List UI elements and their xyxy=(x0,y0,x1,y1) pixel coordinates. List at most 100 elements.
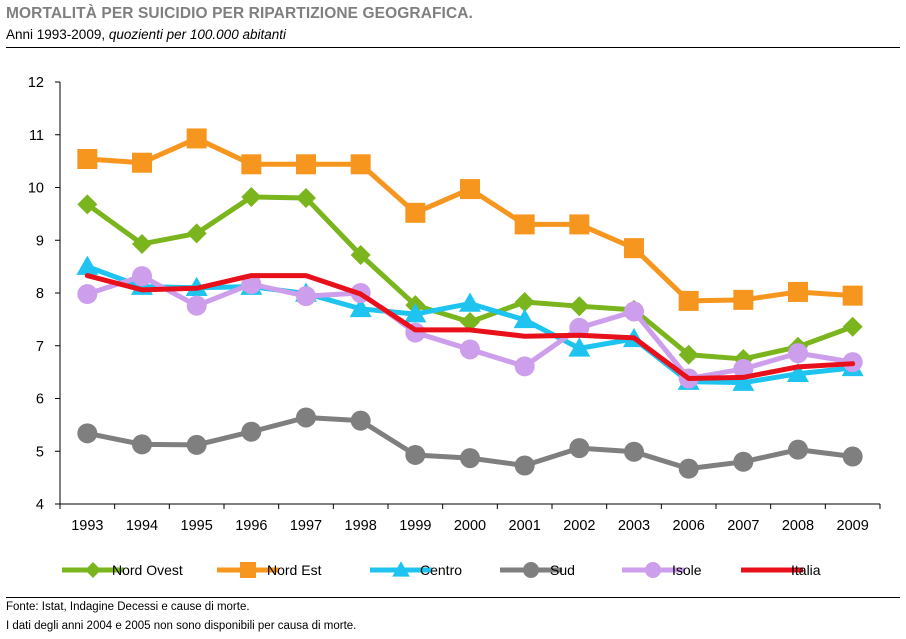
data-point xyxy=(132,152,152,173)
legend-swatch-marker xyxy=(523,562,539,578)
data-point xyxy=(404,303,427,323)
data-point xyxy=(460,312,480,333)
x-tick-label: 2003 xyxy=(618,518,650,534)
x-tick-label: 2001 xyxy=(509,518,541,534)
data-point xyxy=(77,149,98,170)
series-nord-ovest xyxy=(77,186,863,369)
data-point xyxy=(296,188,316,209)
data-point xyxy=(624,238,644,259)
data-point xyxy=(678,458,699,479)
y-tick-label: 10 xyxy=(28,181,44,197)
data-point xyxy=(787,362,809,382)
data-point xyxy=(186,434,207,455)
data-point xyxy=(514,455,535,476)
x-tick-label: 2007 xyxy=(727,518,759,534)
legend-item: Nord Ovest xyxy=(62,562,183,578)
data-point xyxy=(514,291,535,312)
x-tick-label: 2008 xyxy=(782,518,814,534)
data-point xyxy=(296,407,316,428)
legend-swatch-marker xyxy=(240,562,256,578)
legend-swatch-marker xyxy=(645,562,661,578)
data-point xyxy=(788,281,808,302)
data-point xyxy=(350,245,371,266)
data-point xyxy=(296,286,316,307)
legend-label: Nord Est xyxy=(267,562,322,578)
data-point xyxy=(350,410,371,431)
source-note: Fonte: Istat, Indagine Decessi e cause d… xyxy=(6,601,250,613)
footer-rule xyxy=(6,597,900,598)
x-tick-label: 1999 xyxy=(399,518,431,534)
data-point xyxy=(568,337,591,357)
data-point xyxy=(733,289,754,310)
chart-title: MORTALITÀ PER SUICIDIO PER RIPARTIZIONE … xyxy=(6,5,473,22)
data-point xyxy=(732,371,755,391)
data-point xyxy=(788,439,808,460)
x-tick-label: 2000 xyxy=(454,518,486,534)
data-point xyxy=(349,297,372,318)
data-point xyxy=(132,266,152,287)
y-tick-label: 9 xyxy=(36,233,44,249)
series-nord-est xyxy=(77,128,863,311)
data-point xyxy=(241,154,262,175)
x-tick-label: 2009 xyxy=(837,518,869,534)
chart-series xyxy=(76,128,864,479)
y-tick-label: 4 xyxy=(36,497,44,513)
legend-item: Sud xyxy=(500,562,575,578)
data-point xyxy=(186,295,207,316)
data-point xyxy=(513,308,536,329)
data-point xyxy=(569,214,590,235)
data-point xyxy=(460,448,480,469)
y-tick-label: 7 xyxy=(36,339,44,355)
series-line xyxy=(84,135,856,304)
y-tick-label: 5 xyxy=(36,444,44,460)
data-point xyxy=(569,438,590,459)
x-tick-label: 1996 xyxy=(235,518,267,534)
y-tick-label: 12 xyxy=(28,75,44,91)
data-point xyxy=(624,441,644,462)
series-line xyxy=(84,273,856,381)
data-point xyxy=(460,179,480,200)
data-point xyxy=(77,284,98,305)
data-point xyxy=(241,421,262,442)
data-point xyxy=(296,154,316,175)
data-point xyxy=(842,285,863,306)
subtitle-italic: quozienti per 100.000 abitanti xyxy=(108,27,286,42)
subtitle-plain: Anni 1993-2009, xyxy=(6,27,109,42)
y-tick-label: 8 xyxy=(36,286,44,302)
data-point xyxy=(678,290,699,311)
x-tick-label: 1995 xyxy=(181,518,213,534)
legend-item: Nord Est xyxy=(217,562,322,578)
legend-swatch-marker xyxy=(85,562,101,578)
data-point xyxy=(678,344,699,365)
x-tick-label: 2006 xyxy=(673,518,705,534)
data-point xyxy=(186,128,207,149)
x-tick-label: 1994 xyxy=(126,518,158,534)
series-line xyxy=(84,194,856,362)
data-point xyxy=(77,194,98,215)
data-point xyxy=(186,223,207,244)
series-sud xyxy=(77,407,863,479)
data-point xyxy=(788,343,808,364)
x-tick-label: 1993 xyxy=(71,518,103,534)
legend-item: Italia xyxy=(741,562,821,578)
data-point xyxy=(241,186,262,207)
legend-item: Centro xyxy=(370,561,462,578)
data-point xyxy=(405,444,426,465)
legend-label: Italia xyxy=(791,562,821,578)
series-italia xyxy=(84,273,856,381)
data-point xyxy=(569,296,590,317)
legend-label: Centro xyxy=(420,562,462,578)
x-tick-label: 1997 xyxy=(290,518,322,534)
legend-label: Sud xyxy=(550,562,575,578)
legend-label: Isole xyxy=(672,562,702,578)
data-point xyxy=(460,339,480,360)
data-point xyxy=(514,214,535,235)
data-point xyxy=(514,356,535,377)
data-point xyxy=(132,233,152,254)
data-point xyxy=(132,434,152,455)
chart-subtitle: Anni 1993-2009, quozienti per 100.000 ab… xyxy=(6,27,286,42)
chart-axes: 4 5 6 7 8 9 10 11 12 1993 1994 1995 1996 1997 1998 1999… xyxy=(28,75,881,534)
legend-label: Nord Ovest xyxy=(112,562,183,578)
availability-note: I dati degli anni 2004 e 2005 non sono d… xyxy=(6,620,357,632)
legend-item: Isole xyxy=(622,562,702,578)
